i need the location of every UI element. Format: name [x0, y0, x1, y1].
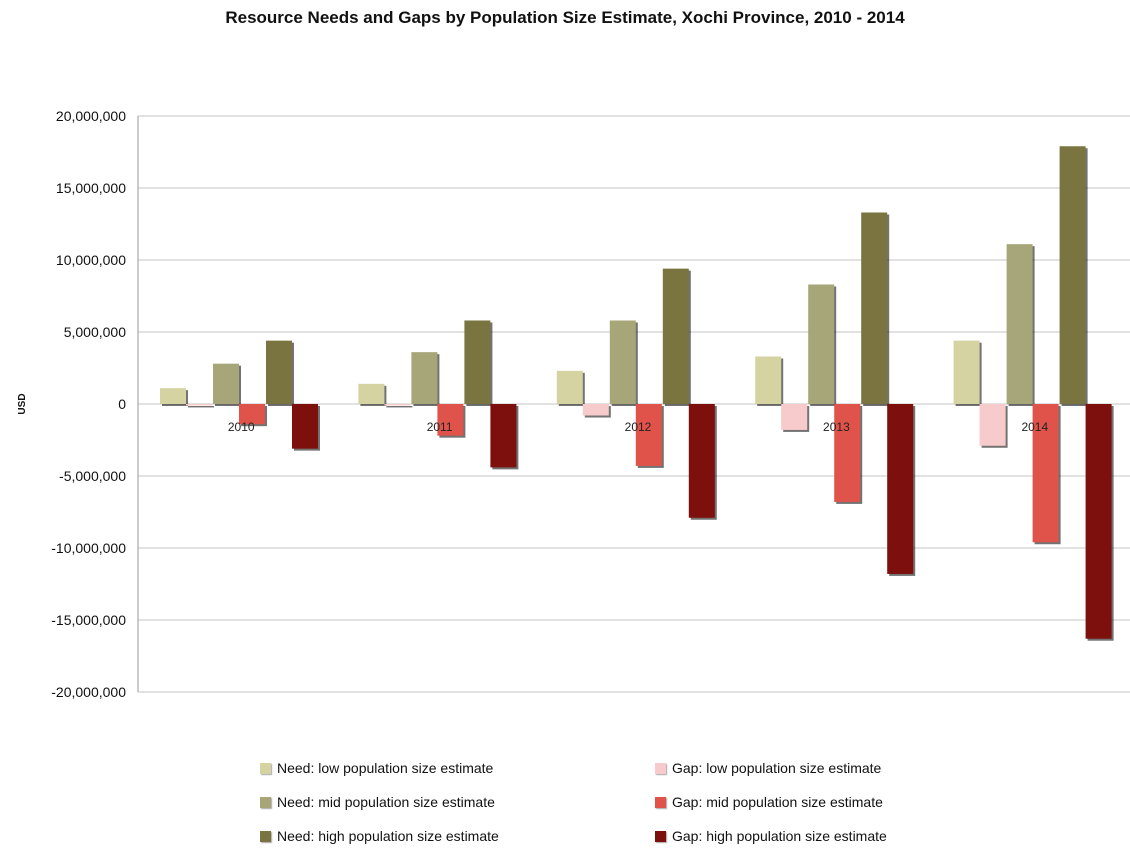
bar: [186, 404, 212, 406]
bar: [160, 388, 186, 404]
y-axis-label: USD: [17, 393, 28, 414]
legend-item: Need: low population size estimate: [260, 760, 493, 776]
x-tick-label: 2013: [823, 420, 850, 434]
y-tick-label: -15,000,000: [51, 612, 126, 628]
bar: [266, 340, 292, 404]
legend-swatch: [260, 762, 271, 774]
legend-swatch: [655, 762, 666, 774]
y-tick-label: 5,000,000: [64, 324, 126, 340]
legend-item: Gap: mid population size estimate: [655, 794, 883, 810]
bar: [688, 404, 715, 518]
bar: [358, 383, 385, 404]
bar-shadow: [386, 406, 413, 408]
y-tick-label: 20,000,000: [56, 108, 126, 124]
bar: [437, 404, 464, 436]
bar-shadow: [188, 406, 214, 408]
legend-swatch: [260, 830, 271, 842]
bar-chart: 20,000,000 15,000,000 10,000,000 5,000,000 0…: [17, 108, 1130, 700]
legend-label: Gap: low population size estimate: [672, 760, 882, 776]
bar: [635, 404, 662, 466]
bar: [239, 404, 265, 425]
y-tick-label: 0: [118, 396, 126, 412]
bar: [979, 404, 1006, 446]
legend-label: Need: high population size estimate: [277, 828, 499, 844]
bar: [292, 404, 318, 449]
y-tick-label: 10,000,000: [56, 252, 126, 268]
bar: [953, 340, 980, 404]
y-tick-label: -5,000,000: [59, 468, 126, 484]
bar: [411, 352, 438, 404]
legend-label: Need: mid population size estimate: [277, 794, 495, 810]
bar: [490, 404, 517, 468]
bar: [384, 404, 411, 406]
legend-label: Need: low population size estimate: [277, 760, 494, 776]
bar: [609, 320, 636, 404]
bar: [1032, 404, 1059, 543]
bar: [755, 356, 782, 404]
bar: [662, 268, 689, 404]
y-tick-label: -10,000,000: [51, 540, 126, 556]
x-tick-label: 2011: [427, 420, 453, 434]
bar: [464, 320, 491, 404]
bar: [1006, 244, 1033, 404]
legend-swatch: [655, 830, 666, 842]
legend-label: Gap: mid population size estimate: [672, 794, 883, 810]
x-tick-label: 2012: [625, 420, 652, 434]
bar: [1085, 404, 1112, 639]
legend-swatch: [655, 796, 666, 808]
chart-title: Resource Needs and Gaps by Population Si…: [225, 8, 905, 27]
legend-label: Gap: high population size estimate: [672, 828, 887, 844]
legend-swatch: [260, 796, 271, 808]
bar: [582, 404, 609, 416]
legend-item: Need: mid population size estimate: [260, 794, 495, 810]
y-tick-label: -20,000,000: [51, 684, 126, 700]
bar: [861, 212, 888, 404]
bar: [213, 363, 239, 404]
bar: [808, 284, 835, 404]
x-tick-label: 2014: [1021, 420, 1048, 434]
y-tick-label: 15,000,000: [56, 180, 126, 196]
legend-item: Gap: low population size estimate: [655, 760, 881, 776]
bar: [1059, 146, 1086, 405]
bar: [781, 404, 808, 430]
bar: [834, 404, 861, 502]
x-tick-label: 2010: [228, 420, 255, 434]
legend-item: Need: high population size estimate: [260, 828, 499, 844]
bar: [556, 370, 583, 404]
bar: [887, 404, 914, 574]
legend-item: Gap: high population size estimate: [655, 828, 887, 844]
